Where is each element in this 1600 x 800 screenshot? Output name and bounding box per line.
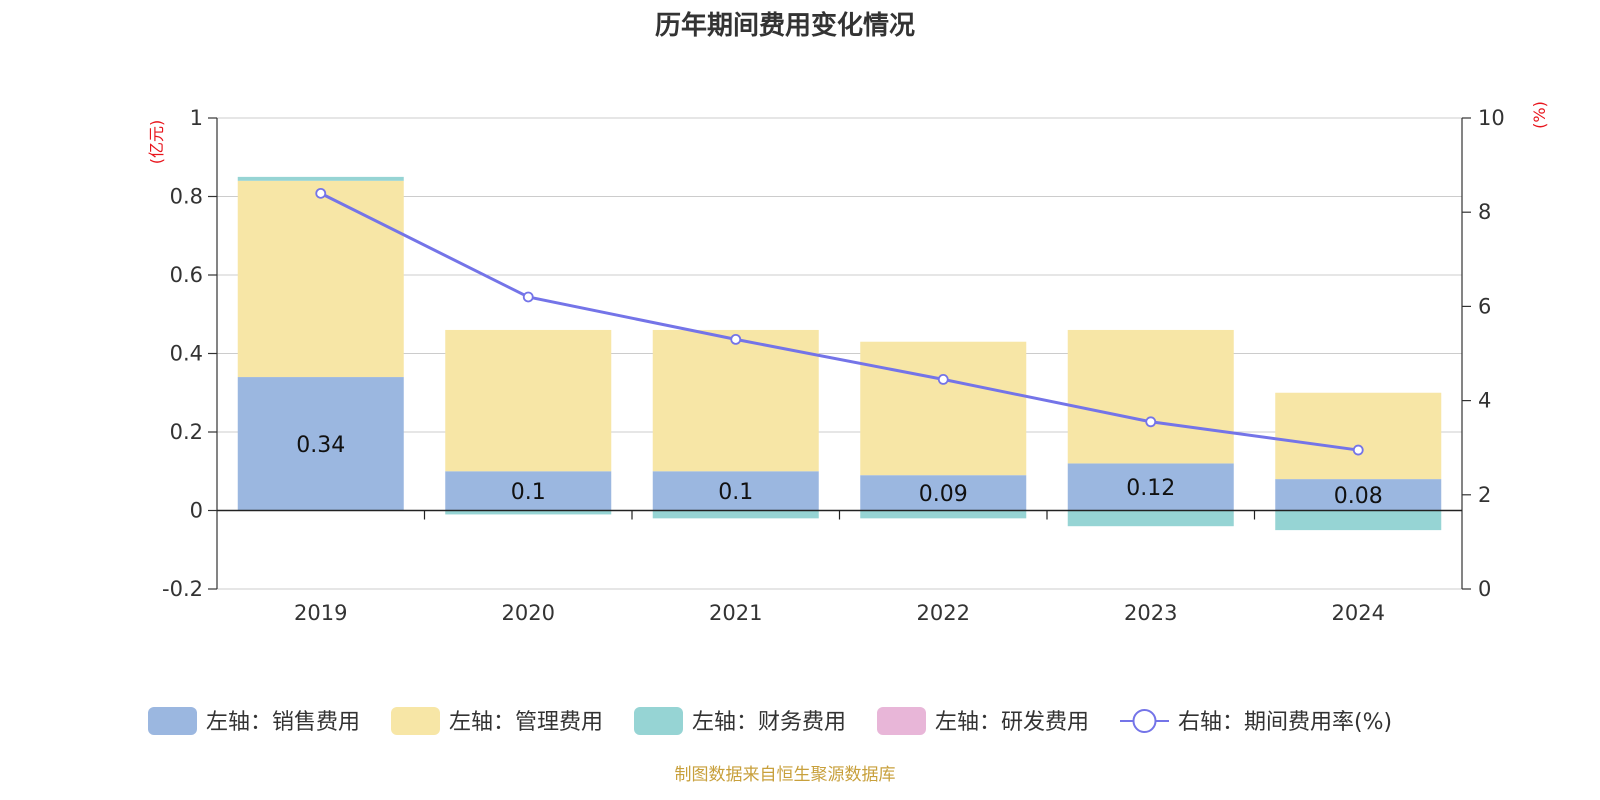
rate-point bbox=[937, 374, 949, 385]
bar bbox=[1275, 479, 1442, 511]
legend-label: 右轴：期间费用率(%) bbox=[1178, 710, 1392, 735]
legend-swatch bbox=[148, 707, 197, 735]
category-label: 2024 bbox=[1332, 601, 1385, 625]
left-tick-label: 0.8 bbox=[170, 185, 203, 209]
legend-swatch bbox=[634, 707, 683, 735]
bar bbox=[445, 510, 612, 515]
rate-point bbox=[315, 187, 327, 199]
data-label: 0.1 bbox=[511, 480, 546, 505]
bar bbox=[445, 471, 612, 511]
bar bbox=[860, 341, 1027, 476]
right-tick-label: 4 bbox=[1478, 389, 1491, 413]
bar bbox=[1067, 510, 1234, 527]
rate-line-path bbox=[320, 192, 1359, 452]
source-note: 制图数据来自恒生聚源数据库 bbox=[675, 765, 896, 785]
bars bbox=[237, 176, 1442, 531]
category-label: 2020 bbox=[502, 601, 555, 625]
data-label: 0.34 bbox=[296, 433, 345, 458]
data-label: 0.12 bbox=[1126, 476, 1175, 501]
left-tick-label: 0.4 bbox=[170, 342, 203, 366]
legend-label: 左轴：财务费用 bbox=[692, 710, 846, 735]
left-tick-label: 1 bbox=[190, 106, 203, 130]
legend-label: 左轴：研发费用 bbox=[935, 710, 1089, 735]
rate-point bbox=[522, 291, 534, 303]
right-tick-label: 8 bbox=[1478, 200, 1491, 224]
right-axis-unit: (%) bbox=[1530, 101, 1549, 129]
left-tick-label: 0 bbox=[190, 499, 203, 523]
bar bbox=[237, 180, 404, 378]
data-label: 0.08 bbox=[1334, 484, 1383, 509]
rate-line bbox=[315, 187, 1364, 456]
bar bbox=[652, 510, 819, 519]
legend-label: 左轴：管理费用 bbox=[449, 710, 603, 735]
legend-swatch bbox=[877, 707, 926, 735]
bar bbox=[445, 329, 612, 472]
legend-marker bbox=[1132, 709, 1157, 733]
legend-label: 左轴：销售费用 bbox=[206, 710, 360, 735]
right-tick-label: 2 bbox=[1478, 483, 1491, 507]
data-label: 0.1 bbox=[718, 480, 753, 505]
category-label: 2021 bbox=[709, 601, 762, 625]
right-tick-label: 10 bbox=[1478, 106, 1505, 130]
bar bbox=[237, 377, 404, 511]
category-label: 2019 bbox=[294, 601, 347, 625]
right-tick-label: 6 bbox=[1478, 294, 1491, 318]
rate-point bbox=[1145, 416, 1157, 428]
bar bbox=[1067, 329, 1234, 464]
bar bbox=[860, 510, 1027, 519]
legend: 左轴：销售费用 左轴：管理费用 左轴：财务费用 左轴：研发费用 右轴：期间费用率(%) bbox=[148, 707, 1392, 735]
bar bbox=[860, 475, 1027, 511]
left-tick-label: 0.2 bbox=[170, 420, 203, 444]
bar bbox=[237, 176, 404, 181]
bar bbox=[1275, 510, 1442, 531]
right-tick-label: 0 bbox=[1478, 577, 1491, 601]
chart-title: 历年期间费用变化情况 bbox=[655, 10, 915, 41]
data-label: 0.09 bbox=[919, 482, 968, 507]
rate-point bbox=[730, 333, 742, 345]
bar bbox=[652, 471, 819, 511]
category-label: 2023 bbox=[1124, 601, 1177, 625]
legend-swatch bbox=[391, 707, 440, 735]
bar bbox=[652, 329, 819, 472]
left-axis-unit: (亿元) bbox=[147, 120, 166, 165]
left-tick-label: 0.6 bbox=[170, 263, 203, 287]
category-label: 2022 bbox=[917, 601, 970, 625]
rate-point bbox=[1352, 444, 1364, 456]
data-labels: 0.34 0.1 0.1 0.09 0.12 0.08 bbox=[296, 433, 1382, 509]
bar bbox=[1067, 463, 1234, 511]
left-tick-label: -0.2 bbox=[162, 577, 203, 601]
bar bbox=[1275, 392, 1442, 480]
